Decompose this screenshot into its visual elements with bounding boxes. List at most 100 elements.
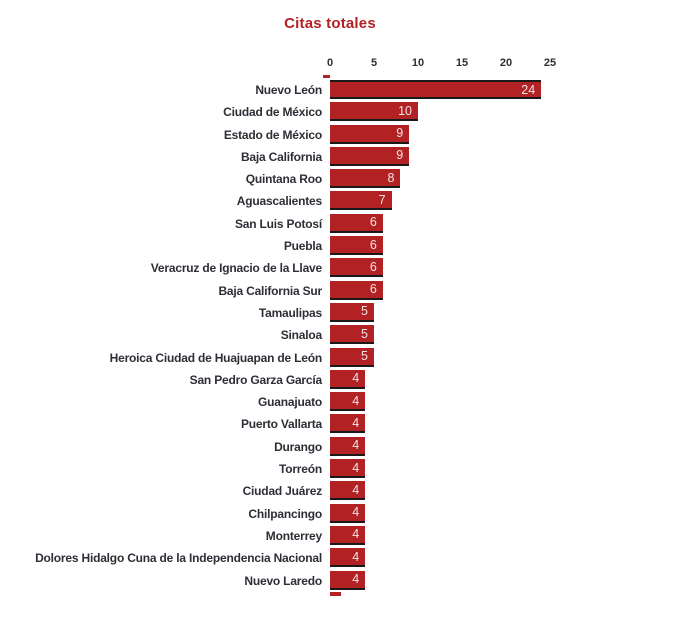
category-label: Estado de México bbox=[223, 127, 322, 142]
bar-value-label: 4 bbox=[352, 371, 360, 386]
category-label: Aguascalientes bbox=[236, 194, 322, 209]
bar: 4 bbox=[330, 481, 366, 501]
bar-rows: Nuevo León 24 Ciudad de México 10 Estado de … bbox=[0, 79, 698, 592]
bar-row: Puerto Vallarta 4 bbox=[0, 413, 698, 435]
category-label: Torreón bbox=[278, 462, 322, 477]
x-axis-tick-label: 25 bbox=[543, 57, 557, 69]
bar: 4 bbox=[330, 525, 366, 545]
category-label: Baja California Sur bbox=[218, 283, 322, 298]
bar: 5 bbox=[330, 325, 374, 345]
bar-value-label: 10 bbox=[398, 103, 412, 118]
bar: 6 bbox=[330, 280, 383, 300]
bar: 4 bbox=[330, 436, 366, 456]
bar-value-label: 4 bbox=[352, 393, 360, 408]
bar: 4 bbox=[330, 369, 366, 389]
bar: 4 bbox=[330, 503, 366, 523]
bar: 6 bbox=[330, 236, 383, 256]
bar: 9 bbox=[330, 146, 410, 166]
bar-row: Quintana Roo 8 bbox=[0, 168, 698, 190]
bar-row: Veracruz de Ignacio de la Llave 6 bbox=[0, 257, 698, 279]
bar-row: Ciudad de México 10 bbox=[0, 101, 698, 123]
bar-row: Estado de México 9 bbox=[0, 124, 698, 146]
category-label: Durango bbox=[274, 439, 322, 454]
category-label: San Luis Potosí bbox=[234, 216, 322, 231]
category-label: Quintana Roo bbox=[245, 172, 322, 187]
category-label: Nuevo León bbox=[255, 83, 322, 97]
bar-value-label: 6 bbox=[369, 237, 377, 252]
bar: 5 bbox=[330, 302, 374, 322]
bar-row: Durango 4 bbox=[0, 436, 698, 458]
bar-value-label: 5 bbox=[361, 326, 368, 341]
category-label: Baja California bbox=[240, 149, 322, 164]
x-axis: 0 5 10 15 20 25 bbox=[0, 57, 698, 71]
bar-row: Ciudad Juárez 4 bbox=[0, 480, 698, 502]
bar-row: Guanajuato 4 bbox=[0, 391, 698, 413]
bar: 4 bbox=[330, 414, 366, 434]
category-label: Veracruz de Ignacio de la Llave bbox=[150, 261, 322, 276]
bar-row: Dolores Hidalgo Cuna de la Independencia… bbox=[0, 547, 698, 569]
x-axis-tick-label: 0 bbox=[326, 57, 334, 69]
bar-row: Baja California 9 bbox=[0, 146, 698, 168]
bar-value-label: 5 bbox=[361, 304, 368, 319]
bar-row: San Pedro Garza García 4 bbox=[0, 369, 698, 391]
axis-tick-mark-top bbox=[323, 75, 330, 78]
bar: 5 bbox=[330, 347, 374, 367]
bar-value-label: 9 bbox=[396, 148, 404, 163]
bar-value-label: 6 bbox=[369, 259, 377, 274]
x-axis-tick-label: 5 bbox=[370, 57, 378, 69]
bar-value-label: 4 bbox=[352, 505, 360, 520]
bar-row: Monterrey 4 bbox=[0, 525, 698, 547]
category-label: San Pedro Garza García bbox=[189, 372, 323, 387]
category-label: Nuevo Laredo bbox=[244, 573, 322, 588]
bar-row: Baja California Sur 6 bbox=[0, 280, 698, 302]
bar-value-label: 4 bbox=[352, 460, 360, 475]
bar-row: Sinaloa 5 bbox=[0, 324, 698, 346]
x-axis-tick-label: 10 bbox=[411, 57, 425, 69]
bar-value-label: 4 bbox=[352, 549, 360, 564]
bar-value-label: 9 bbox=[396, 126, 404, 141]
bar: 6 bbox=[330, 258, 383, 278]
bar: 9 bbox=[330, 124, 410, 144]
bar-row: San Luis Potosí 6 bbox=[0, 213, 698, 235]
bar: 4 bbox=[330, 570, 366, 590]
bar: 24 bbox=[330, 80, 542, 99]
bar-row: Tamaulipas 5 bbox=[0, 302, 698, 324]
bar-value-label: 6 bbox=[369, 215, 377, 230]
x-axis-tick-label: 15 bbox=[455, 57, 469, 69]
bar: 6 bbox=[330, 213, 383, 233]
bar-row: Heroica Ciudad de Huajuapan de León 5 bbox=[0, 347, 698, 369]
category-label: Tamaulipas bbox=[258, 305, 322, 320]
bar: 4 bbox=[330, 548, 366, 568]
bar-value-label: 24 bbox=[521, 82, 536, 97]
bar-value-label: 5 bbox=[361, 349, 368, 364]
bar-value-label: 4 bbox=[352, 572, 360, 587]
bar: 7 bbox=[330, 191, 392, 211]
bar-value-label: 4 bbox=[352, 527, 360, 542]
category-label: Monterrey bbox=[265, 528, 322, 543]
category-label: Guanajuato bbox=[257, 395, 322, 410]
bar-value-label: 6 bbox=[369, 282, 377, 297]
bar-row: Aguascalientes 7 bbox=[0, 190, 698, 212]
category-label: Ciudad Juárez bbox=[242, 484, 323, 499]
bar-value-label: 4 bbox=[352, 415, 360, 430]
bar-row: Puebla 6 bbox=[0, 235, 698, 257]
bar: 10 bbox=[330, 102, 418, 122]
bar: 4 bbox=[330, 392, 366, 412]
x-axis-tick-label: 20 bbox=[499, 57, 513, 69]
category-label: Chilpancingo bbox=[248, 506, 322, 521]
bar-value-label: 4 bbox=[352, 438, 360, 453]
bar-value-label: 4 bbox=[352, 482, 360, 497]
bar: 8 bbox=[330, 169, 401, 189]
category-label: Ciudad de México bbox=[223, 105, 322, 120]
axis-tick-mark-bottom bbox=[330, 592, 341, 596]
category-label: Dolores Hidalgo Cuna de la Independencia… bbox=[35, 551, 322, 566]
category-label: Puerto Vallarta bbox=[240, 417, 322, 432]
bar-row: Nuevo Laredo 4 bbox=[0, 570, 698, 592]
chart-title: Citas totales bbox=[284, 15, 376, 32]
category-label: Sinaloa bbox=[280, 328, 322, 343]
bar-value-label: 7 bbox=[378, 192, 386, 207]
category-label: Puebla bbox=[283, 239, 322, 254]
category-label: Heroica Ciudad de Huajuapan de León bbox=[109, 350, 323, 365]
bar: 4 bbox=[330, 459, 366, 479]
